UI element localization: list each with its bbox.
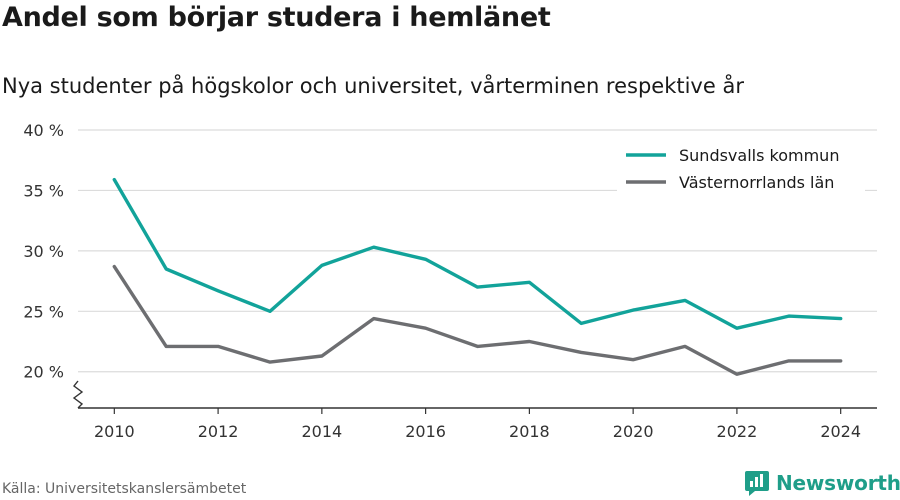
series-lines bbox=[112, 177, 843, 376]
y-axis-ticks: 20 % 25 % 30 % 35 % 40 % bbox=[23, 121, 64, 382]
x-tick-label: 2010 bbox=[94, 422, 135, 441]
series-line bbox=[112, 177, 843, 330]
x-tick-label: 2022 bbox=[717, 422, 758, 441]
y-tick-label: 40 % bbox=[23, 121, 64, 140]
legend-label: Sundsvalls kommun bbox=[679, 146, 839, 165]
x-tick-label: 2012 bbox=[198, 422, 239, 441]
x-tick-label: 2018 bbox=[509, 422, 550, 441]
chart-subtitle: Nya studenter på högskolor och universit… bbox=[2, 74, 744, 98]
source-note: Källa: Universitetskanslersämbetet bbox=[2, 481, 247, 497]
legend-label: Västernorrlands län bbox=[679, 173, 834, 192]
y-tick-label: 20 % bbox=[23, 363, 64, 382]
y-tick-label: 25 % bbox=[23, 302, 64, 321]
y-tick-label: 30 % bbox=[23, 242, 64, 261]
y-tick-label: 35 % bbox=[23, 181, 64, 200]
y-axis-break-icon bbox=[72, 380, 84, 409]
x-tick-label: 2024 bbox=[820, 422, 861, 441]
x-tick-label: 2014 bbox=[301, 422, 342, 441]
chart-title: Andel som börjar studera i hemlänet bbox=[2, 2, 551, 33]
x-tick-label: 2020 bbox=[613, 422, 654, 441]
brand-logo: Newsworthy bbox=[744, 469, 900, 497]
newsworthy-logo-icon bbox=[745, 471, 769, 496]
x-axis-ticks: 2010 2012 2014 2016 2018 2020 2022 2024 bbox=[94, 408, 861, 441]
x-tick-label: 2016 bbox=[405, 422, 446, 441]
brand-name: Newsworthy bbox=[776, 471, 900, 495]
series-line bbox=[112, 264, 843, 376]
legend: Sundsvalls kommun Västernorrlands län bbox=[617, 138, 865, 200]
legend-box bbox=[617, 138, 865, 200]
